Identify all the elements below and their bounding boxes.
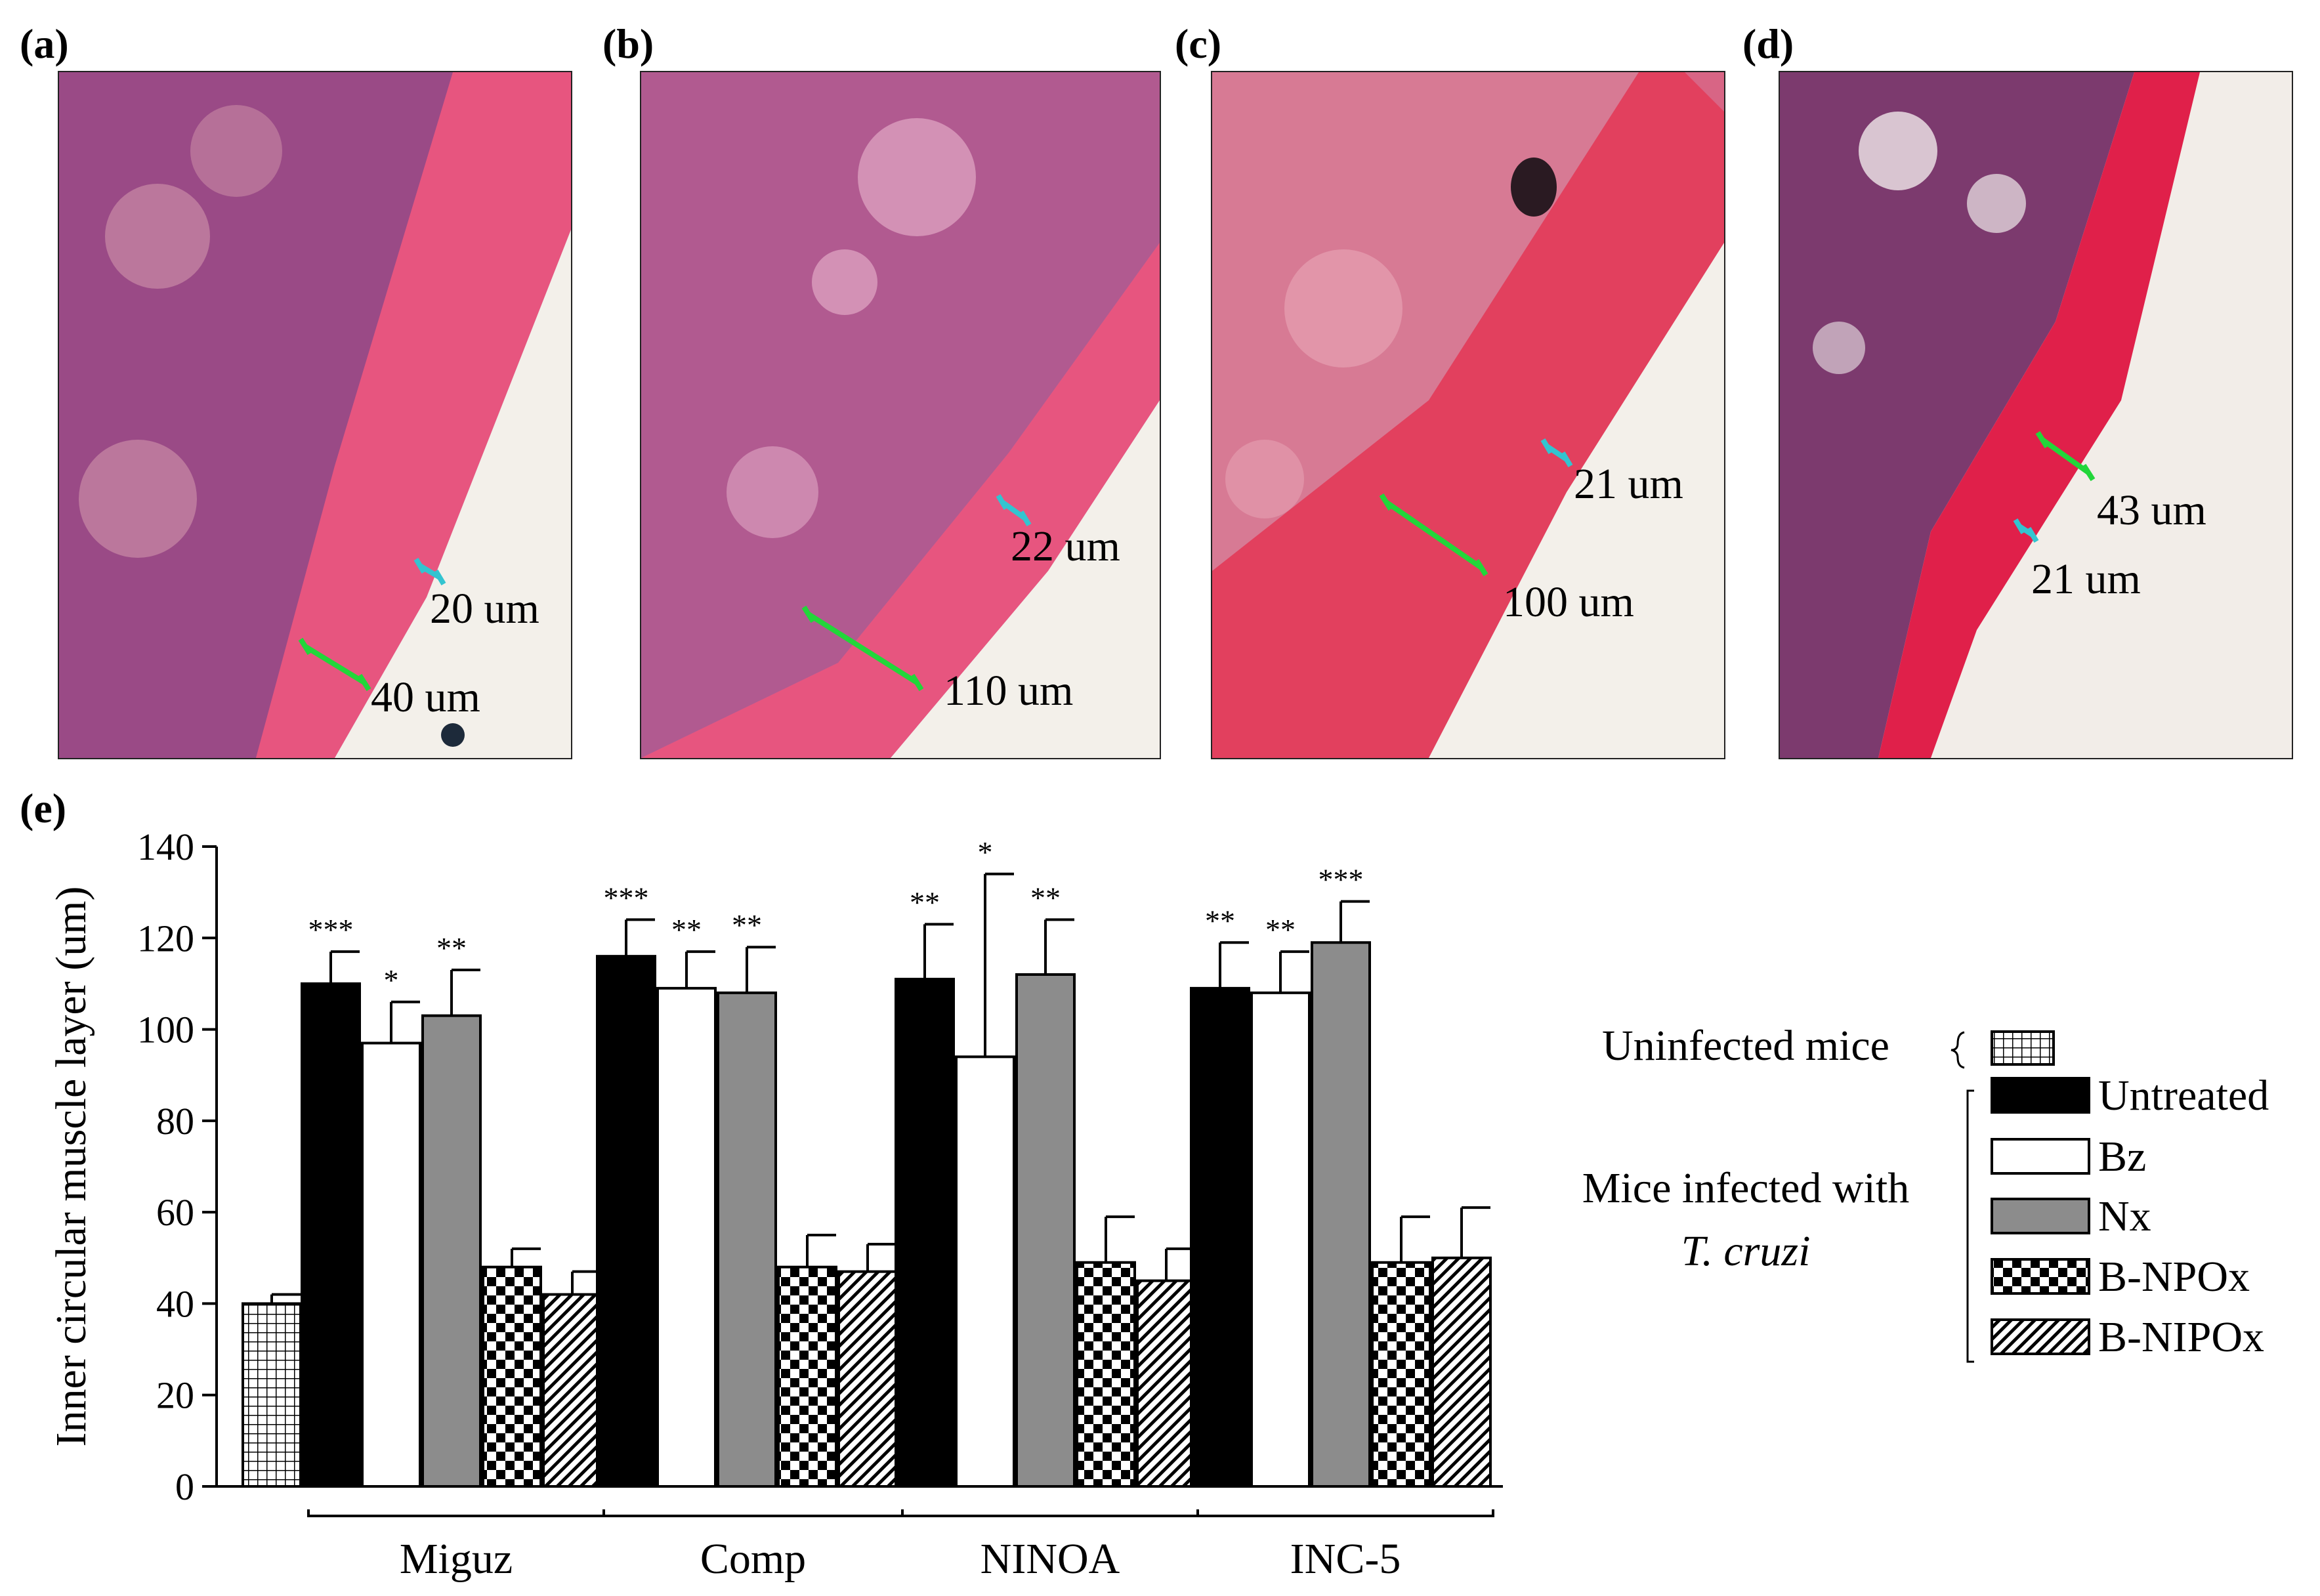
micrograph-a [58,71,572,759]
significance-label: * [384,963,399,997]
bar-comp-bz [656,986,717,1488]
chart-axes: 0 20 40 60 80 100 120 140 Inner circular muscle … [47,826,1503,1583]
panel-label-c: (c) [1175,20,1222,67]
micrograph-c [1211,71,1725,759]
panel-label-b: (b) [602,20,654,67]
y-tick-label: 100 [137,1009,194,1051]
significance-label: *** [1318,863,1364,896]
group-bracket [901,1509,1199,1517]
bar-inc-5-untreated [1190,986,1250,1488]
significance-label: ** [671,913,702,946]
bar-inc-5-b-npox [1371,1261,1431,1488]
bar-miguz-untreated [301,982,361,1488]
bar-comp-untreated [596,955,656,1488]
tissue-image-a [59,72,571,758]
y-tick-label: 40 [156,1282,194,1325]
tissue-image-c [1212,72,1724,758]
bar-uninfected [242,1302,302,1488]
significance-label: ** [1265,913,1296,946]
bar-inc-5-nx [1311,941,1371,1488]
legend-swatch-b-npox [1991,1258,2090,1295]
legend-entry-b-npox: B-NPOx [2098,1253,2250,1301]
measure-label-a-inner: 20 um [430,585,539,633]
significance-label: ** [732,908,762,942]
panel-label-d: (d) [1742,20,1794,67]
significance-label: *** [308,913,354,946]
measure-label-d-outer: 43 um [2097,486,2206,534]
y-tick-label: 140 [137,826,194,868]
legend-entry-bz: Bz [2098,1133,2146,1181]
bar-miguz-nx [421,1014,482,1488]
bar-miguz-b-nipox [542,1293,602,1488]
y-tick-label: 120 [137,917,194,959]
legend-infected-label: Mice infected with [1582,1164,1909,1212]
legend-entry-b-nipox: B-NIPOx [2098,1313,2264,1361]
legend-swatch-bz [1991,1138,2090,1175]
legend-brace-large [1966,1089,1974,1363]
legend-infected-species: T. cruzi [1681,1227,1811,1275]
category-label-ninoa: NINOA [981,1535,1120,1583]
significance-label: ** [1205,904,1235,937]
measure-label-c-outer: 100 um [1503,578,1634,626]
measure-label-c-inner: 21 um [1574,460,1683,508]
measure-label-d-inner: 21 um [2031,555,2141,603]
legend-swatch-untreated [1991,1077,2090,1114]
tissue-image-d [1780,72,2292,758]
measure-label-b-inner: 22 um [1011,522,1120,570]
y-tick-label: 0 [175,1465,194,1508]
legend-entry-nx: Nx [2098,1192,2151,1240]
bar-ninoa-b-npox [1076,1261,1136,1488]
category-label-inc-5: INC-5 [1290,1535,1401,1583]
y-tick-label: 80 [156,1100,194,1143]
group-bracket [307,1509,605,1517]
micrograph-b [640,71,1161,759]
y-tick-label: 20 [156,1374,194,1417]
legend-swatch-nx [1991,1198,2090,1234]
significance-label: ** [1030,881,1061,914]
bar-comp-nx [717,991,777,1488]
chart-legend: Uninfected mice Mice infected with T. cruz… [1582,1022,2269,1363]
legend-swatch-uninfected [1991,1030,2055,1066]
bar-ninoa-b-nipox [1136,1279,1196,1488]
bar-comp-b-npox [777,1265,837,1488]
category-label-comp: Comp [700,1535,806,1583]
bar-miguz-bz [361,1041,421,1488]
legend-entry-untreated: Untreated [2098,1072,2269,1120]
bar-chart: 0 20 40 60 80 100 120 140 Inner circular muscle … [47,826,2269,1583]
y-tick-label: 60 [156,1191,194,1234]
category-label-miguz: Miguz [400,1535,513,1583]
significance-label: *** [604,881,649,914]
group-bracket [1196,1509,1494,1517]
group-bracket [602,1509,904,1517]
significance-label: ** [436,931,467,965]
measure-label-a-outer: 40 um [371,673,480,721]
significance-label: * [978,835,993,869]
panel-label-a: (a) [20,20,69,67]
legend-brace-small [1951,1031,1965,1069]
panel-label-e: (e) [20,785,67,831]
chart-bars: *********** ********* ***** [242,835,1492,1488]
bar-ninoa-nx [1015,973,1076,1488]
bar-miguz-b-npox [482,1265,542,1488]
bar-inc-5-bz [1250,991,1311,1488]
legend-uninfected-label: Uninfected mice [1602,1022,1889,1070]
measure-label-b-outer: 110 um [944,667,1074,715]
bar-ninoa-bz [955,1055,1015,1488]
tissue-image-b [641,72,1160,758]
bar-comp-b-nipox [837,1270,898,1488]
y-axis-label: Inner circular muscle layer (um) [47,887,95,1447]
bar-ninoa-untreated [895,977,955,1488]
legend-swatch-b-nipox [1991,1318,2090,1355]
significance-label: ** [910,885,940,919]
micrograph-d [1779,71,2293,759]
bar-inc-5-b-nipox [1431,1256,1492,1488]
